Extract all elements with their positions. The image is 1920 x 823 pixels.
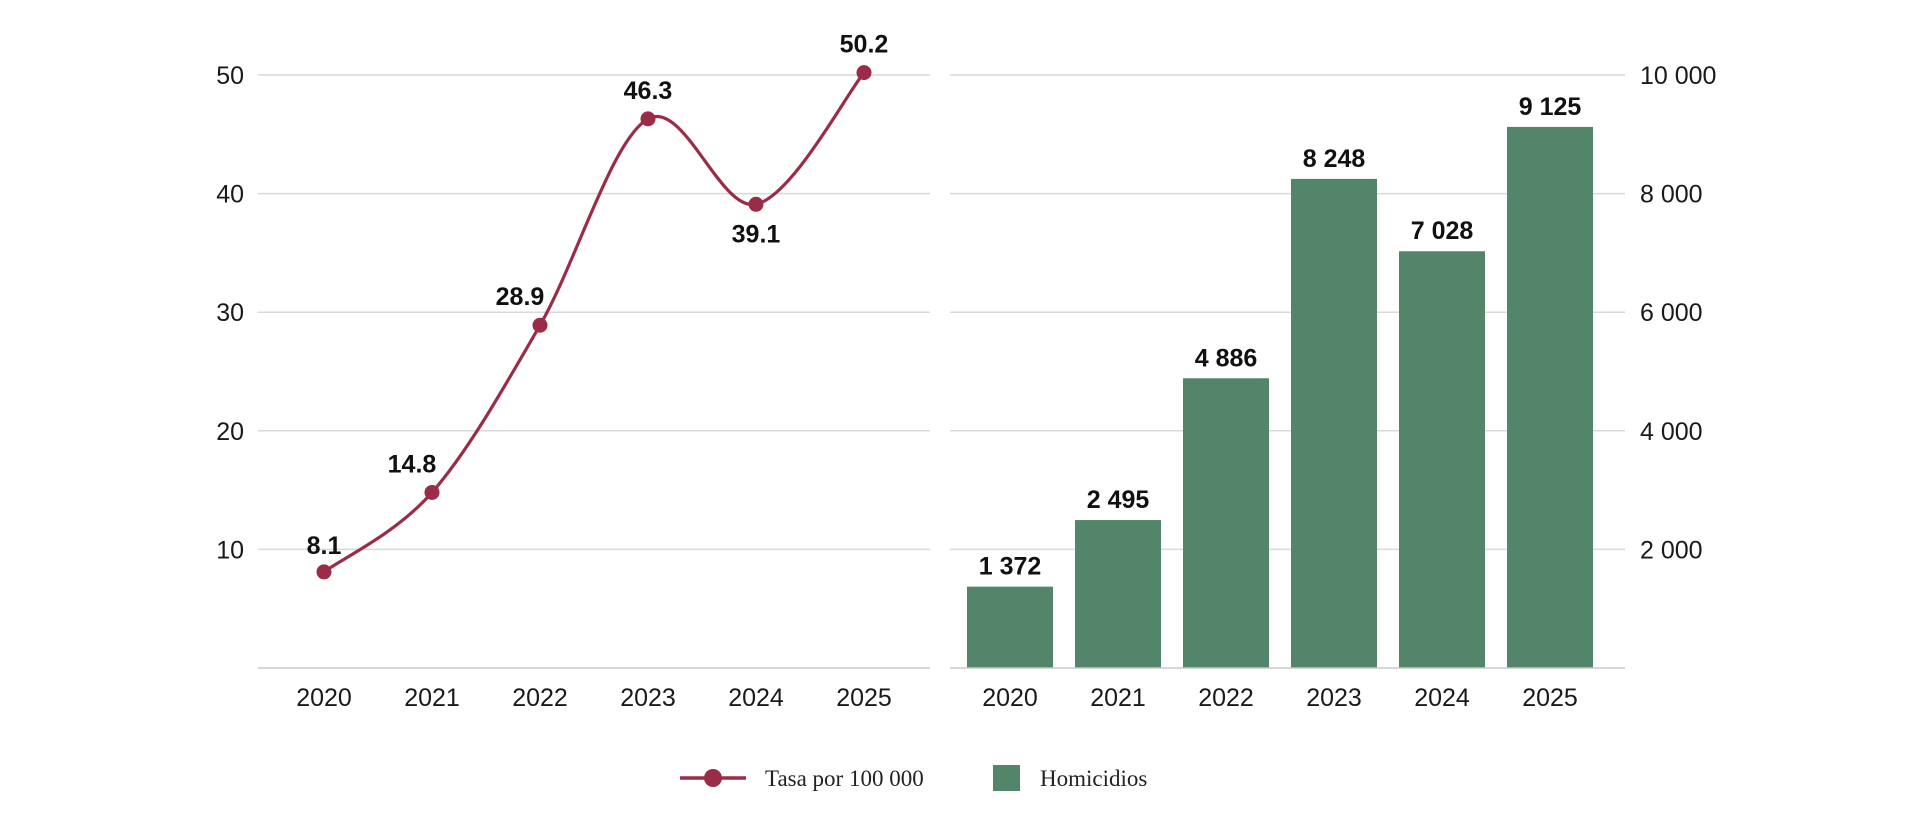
rate-data-label: 50.2 — [840, 31, 889, 59]
line-y-tick-label: 30 — [216, 299, 244, 327]
bar-x-tick-label: 2023 — [1306, 684, 1362, 712]
line-y-tick-label: 50 — [216, 62, 244, 90]
legend-dot-swatch — [704, 769, 722, 787]
legend: Tasa por 100 000 Homicidios — [680, 765, 1147, 791]
bar-x-tick-label: 2021 — [1090, 684, 1146, 712]
rate-data-label: 28.9 — [496, 283, 545, 311]
legend-label-rate: Tasa por 100 000 — [765, 766, 924, 791]
rate-point — [532, 317, 548, 333]
homicides-data-label: 8 248 — [1303, 145, 1366, 173]
homicides-data-label: 2 495 — [1087, 486, 1150, 514]
bar-x-tick-label: 2020 — [982, 684, 1038, 712]
rate-point — [316, 564, 332, 580]
rate-data-label: 39.1 — [732, 220, 781, 248]
bar-y-tick-label: 4 000 — [1640, 418, 1703, 446]
legend-item-homicides: Homicidios — [993, 765, 1147, 791]
homicides-bar — [1507, 126, 1593, 668]
rate-data-label: 14.8 — [388, 450, 437, 478]
line-y-tick-label: 20 — [216, 418, 244, 446]
line-x-tick-label: 2023 — [620, 684, 676, 712]
bar-y-tick-label: 10 000 — [1640, 62, 1716, 90]
line-x-tick-label: 2020 — [296, 684, 352, 712]
rate-series-line — [323, 71, 866, 574]
bar-y-tick-label: 6 000 — [1640, 299, 1703, 327]
bar-y-tick-label: 2 000 — [1640, 536, 1703, 564]
rate-data-label: 8.1 — [307, 532, 342, 560]
homicides-bar — [1075, 520, 1161, 668]
legend-label-homicides: Homicidios — [1040, 766, 1147, 791]
bar-x-tick-label: 2022 — [1198, 684, 1254, 712]
line-x-tick-label: 2021 — [404, 684, 460, 712]
line-x-tick-label: 2025 — [836, 684, 892, 712]
homicides-data-label: 4 886 — [1195, 344, 1258, 372]
homicides-bar — [1399, 251, 1485, 668]
rate-point — [748, 196, 764, 212]
line-y-tick-label: 40 — [216, 181, 244, 209]
line-y-tick-label: 10 — [216, 536, 244, 564]
homicides-bar — [967, 586, 1053, 668]
bar-y-tick-label: 8 000 — [1640, 181, 1703, 209]
rate-point — [424, 484, 440, 500]
homicides-data-label: 1 372 — [979, 553, 1042, 581]
homicides-data-label: 9 125 — [1519, 93, 1582, 121]
legend-square-swatch — [993, 765, 1020, 791]
rate-point — [856, 65, 872, 81]
homicides-bar — [1291, 178, 1377, 668]
line-x-tick-label: 2022 — [512, 684, 568, 712]
bar-x-tick-label: 2025 — [1522, 684, 1578, 712]
bar-chart-panel: 2 000 4 000 6 000 8 000 10 000 1 372 2 495 4 88… — [950, 62, 1716, 712]
line-x-tick-label: 2024 — [728, 684, 784, 712]
homicides-bar — [1183, 378, 1269, 668]
bar-x-tick-label: 2024 — [1414, 684, 1470, 712]
rate-point — [640, 111, 656, 127]
homicides-data-label: 7 028 — [1411, 217, 1474, 245]
line-chart-panel: 10 20 30 40 50 8.1 14.8 28.9 46.3 39.1 50.2 2020 202… — [216, 31, 930, 712]
rate-data-label: 46.3 — [624, 77, 673, 105]
legend-item-rate: Tasa por 100 000 — [680, 766, 924, 791]
